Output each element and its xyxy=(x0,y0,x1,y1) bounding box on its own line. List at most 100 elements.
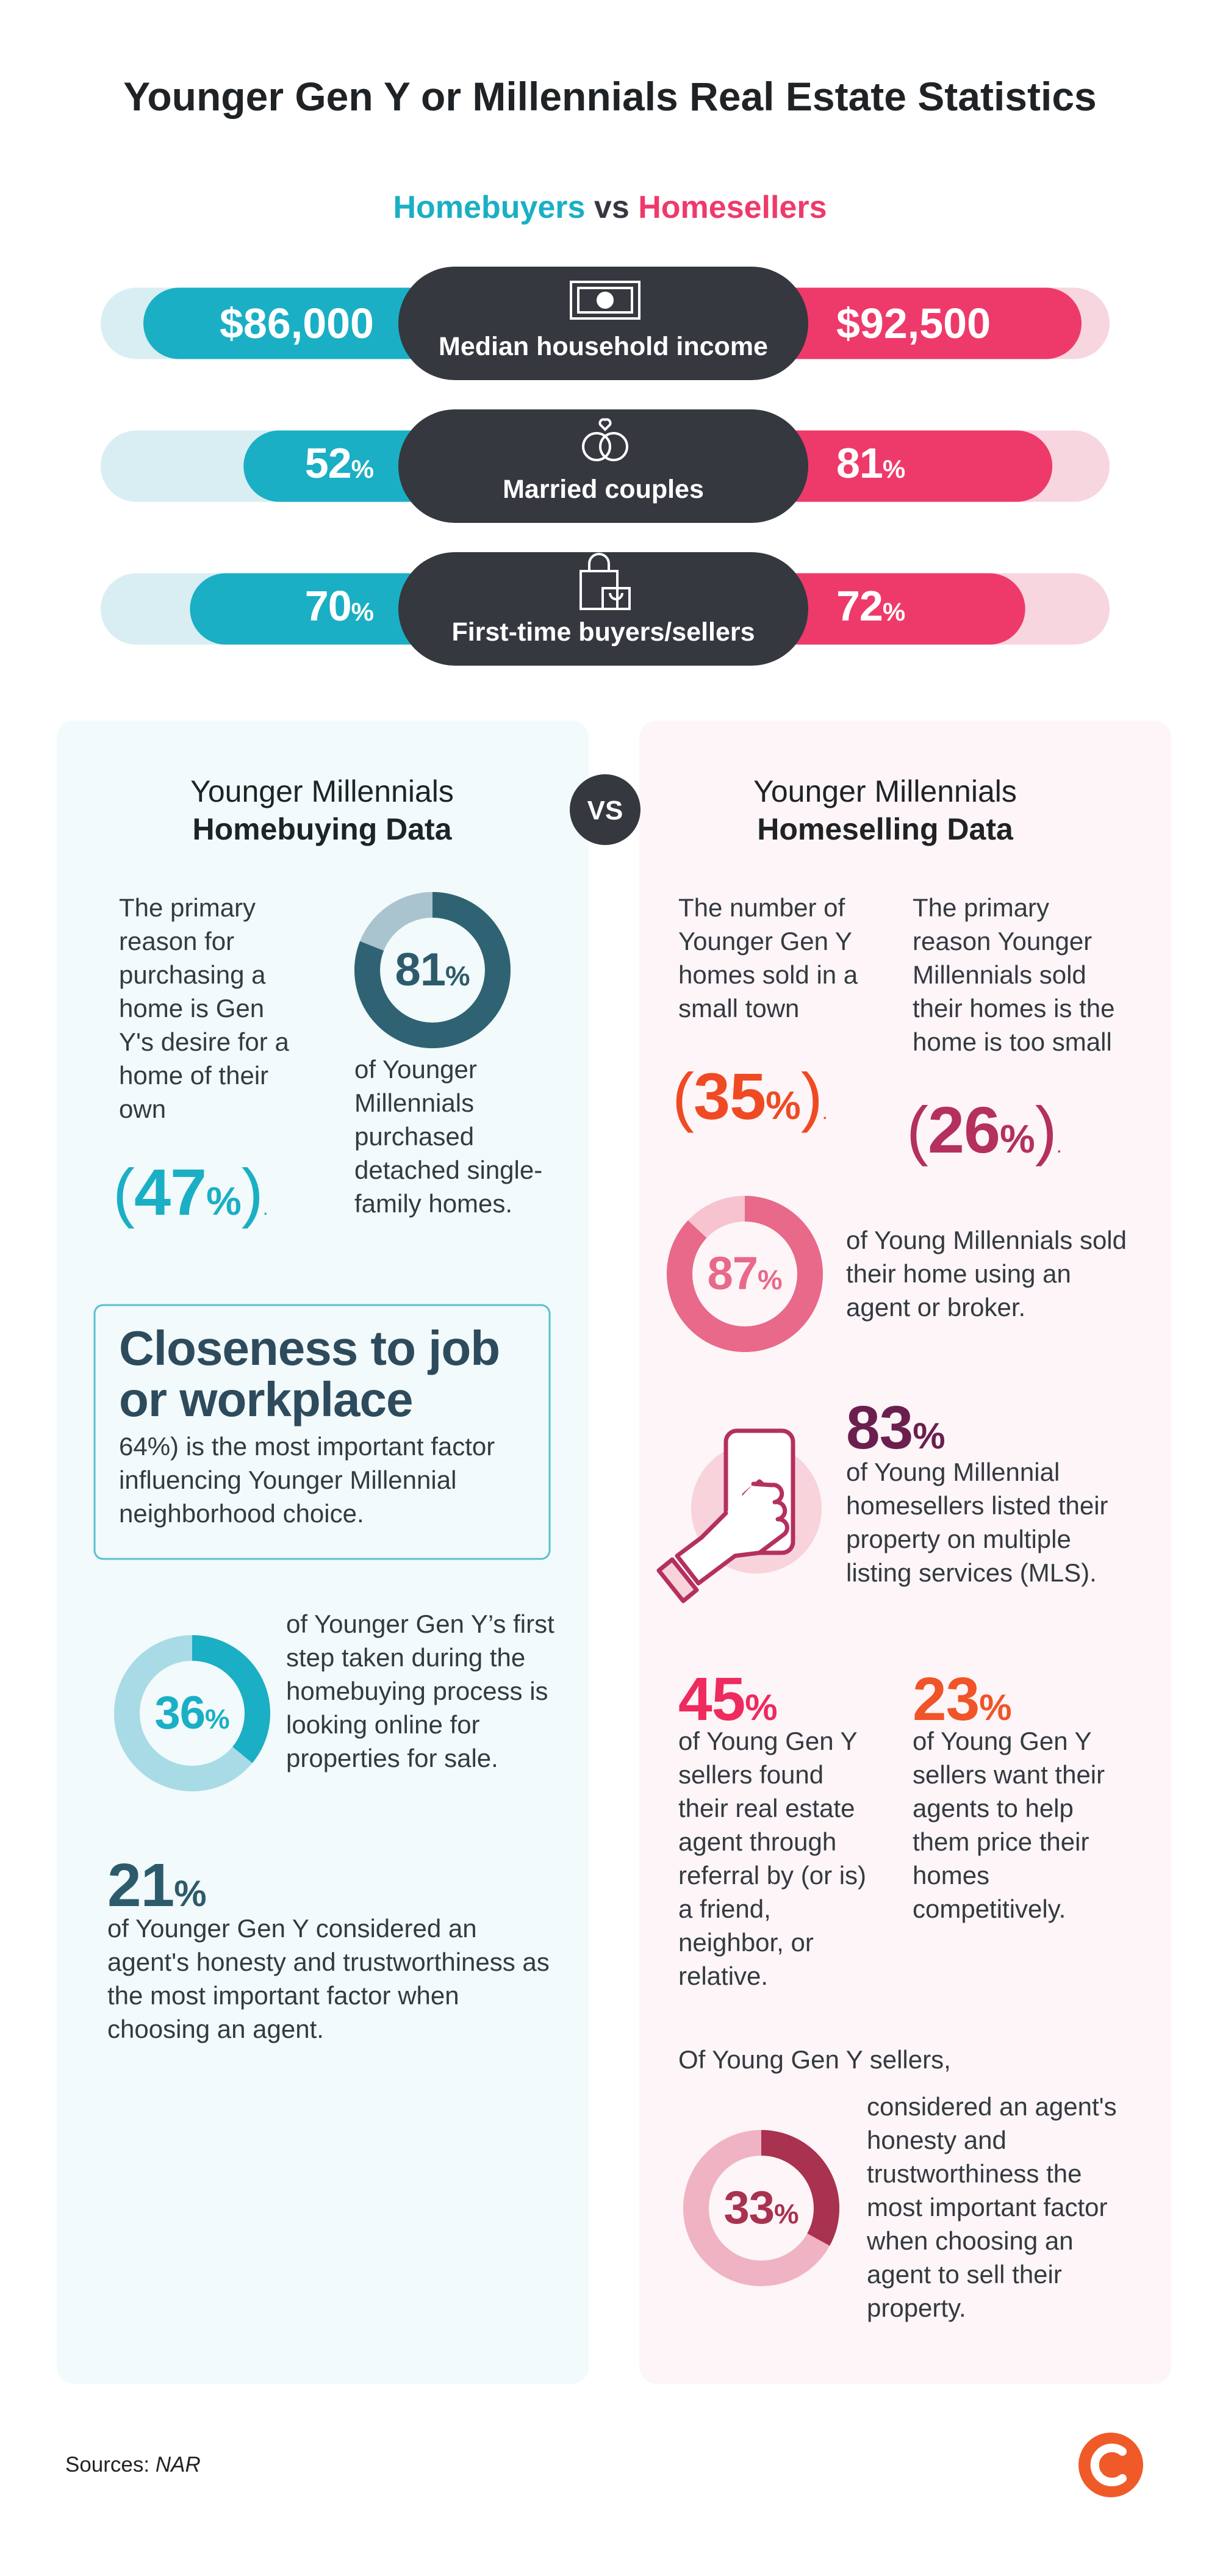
body-text: of Younger Millennials purchased detache… xyxy=(354,1055,543,1218)
subtitle-buyers: Homebuyers xyxy=(393,190,586,225)
subtitle-sellers: Homesellers xyxy=(638,190,827,225)
body-text: The primary reason for purchasing a home… xyxy=(119,893,289,1123)
stat-unit: % xyxy=(882,597,906,626)
buyers-value: 70% xyxy=(305,585,374,627)
stat-paren: ( xyxy=(113,1155,135,1229)
icon xyxy=(570,281,640,320)
logo-mark xyxy=(1090,2444,1127,2486)
stat-unit: % xyxy=(174,1873,207,1914)
stat-unit: % xyxy=(913,1416,946,1456)
bar-buyers xyxy=(190,573,459,645)
row-label: Married couples xyxy=(503,475,704,504)
sellers-value: $92,500 xyxy=(836,300,991,347)
buyers-value: 52% xyxy=(305,442,374,484)
panel-heading: Homeselling Data xyxy=(757,812,1013,846)
donut-arc xyxy=(354,892,511,1048)
panel-heading: Younger Millennials xyxy=(753,774,1017,808)
row-label: Median household income xyxy=(439,332,768,361)
bar-sellers xyxy=(747,287,1082,359)
subtitle-vs: vs xyxy=(594,190,630,225)
stat-unit: % xyxy=(979,1687,1012,1728)
center-pill xyxy=(398,267,808,380)
donut-label: 33% xyxy=(683,2185,839,2231)
vs-circle xyxy=(570,774,640,845)
subtitle: Homebuyers vs Homesellers xyxy=(0,189,1220,226)
stat-value: 23 xyxy=(913,1665,980,1733)
stat-unit: % xyxy=(882,455,906,483)
stat-paren: ( xyxy=(906,1093,928,1167)
stat-value: 35 xyxy=(693,1059,766,1133)
stat: 45% xyxy=(678,1669,778,1730)
stat-end: . xyxy=(1056,1135,1062,1157)
stat-unit: % xyxy=(774,2198,799,2229)
body-text: The primary reason Younger Millennials s… xyxy=(913,893,1115,1056)
stat-value: 81 xyxy=(395,944,446,996)
donut-arc xyxy=(667,1196,823,1352)
icon-part xyxy=(601,587,631,610)
stat-unit: % xyxy=(206,1179,242,1223)
icon-part xyxy=(582,432,611,461)
body-text: considered an agent's honesty and trustw… xyxy=(867,2092,1117,2322)
stat-unit: % xyxy=(351,597,374,626)
stat-value: 52 xyxy=(304,439,352,487)
body-text: of Younger Gen Y’s first step taken duri… xyxy=(286,1610,554,1772)
icon-part xyxy=(588,553,610,571)
stat: 23% xyxy=(913,1669,1012,1730)
stat-end: . xyxy=(262,1197,268,1219)
body-text: of Young Millennials sold their home usi… xyxy=(846,1226,1127,1322)
donut-label: 36% xyxy=(114,1690,270,1736)
body-text: of Younger Gen Y considered an agent's h… xyxy=(107,1914,550,2043)
donut-label: 81% xyxy=(354,947,511,993)
callout-heading: Closeness to job or workplace xyxy=(119,1321,500,1427)
stat-value: 87 xyxy=(707,1248,758,1300)
stat: 83% xyxy=(846,1397,946,1458)
stat-unit: % xyxy=(766,1083,801,1128)
body-text: of Young Gen Y sellers found their real … xyxy=(678,1727,867,1990)
donut-arc xyxy=(683,2130,839,2286)
icon-part xyxy=(598,418,612,431)
body-text: of Young Gen Y sellers want their agents… xyxy=(913,1727,1105,1923)
stat-paren: ) xyxy=(1035,1093,1057,1167)
stat-value: 81 xyxy=(836,439,883,487)
stat-value: 21 xyxy=(107,1851,174,1919)
vs-label: VS xyxy=(587,796,623,826)
stat-unit: % xyxy=(745,1687,778,1728)
donut-arc xyxy=(114,1635,270,1791)
bar-buyers xyxy=(143,287,459,359)
sellers-value: 81% xyxy=(836,442,905,484)
stat: (35%). xyxy=(672,1063,828,1129)
body-text: Of Young Gen Y sellers, xyxy=(678,2045,951,2074)
stat-unit: % xyxy=(351,455,374,483)
stat-value: 72 xyxy=(836,582,883,630)
icon-part xyxy=(580,570,619,610)
icon-part xyxy=(570,281,640,320)
sources-value: NAR xyxy=(155,2453,201,2477)
icon-part xyxy=(675,1481,789,1586)
stat-unit: % xyxy=(1000,1117,1035,1161)
stat-paren: ) xyxy=(241,1155,264,1229)
callout-box xyxy=(93,1304,551,1560)
icon-part xyxy=(656,1557,699,1603)
icon xyxy=(582,418,628,461)
panel-heading: Homebuying Data xyxy=(192,812,452,846)
center-pill xyxy=(398,409,808,523)
stat-value: 83 xyxy=(846,1394,913,1462)
stat-end: . xyxy=(822,1101,828,1123)
stat-value: 70 xyxy=(304,582,352,630)
bar-sellers xyxy=(747,573,1025,645)
icon-part xyxy=(609,592,623,600)
panel-selling xyxy=(639,721,1171,2384)
logo xyxy=(1078,2433,1143,2497)
title: Younger Gen Y or Millennials Real Estate… xyxy=(123,74,1097,119)
icon-part xyxy=(577,287,633,314)
sources-label: Sources: xyxy=(65,2453,150,2477)
stat-unit: % xyxy=(758,1264,783,1295)
donut-label: 87% xyxy=(667,1251,823,1297)
row-label: First-time buyers/sellers xyxy=(451,617,755,647)
body-text: The number of Younger Gen Y homes sold i… xyxy=(678,893,858,1023)
stat: (26%). xyxy=(906,1097,1062,1163)
stat-paren: ) xyxy=(800,1059,823,1133)
icon xyxy=(580,553,631,610)
